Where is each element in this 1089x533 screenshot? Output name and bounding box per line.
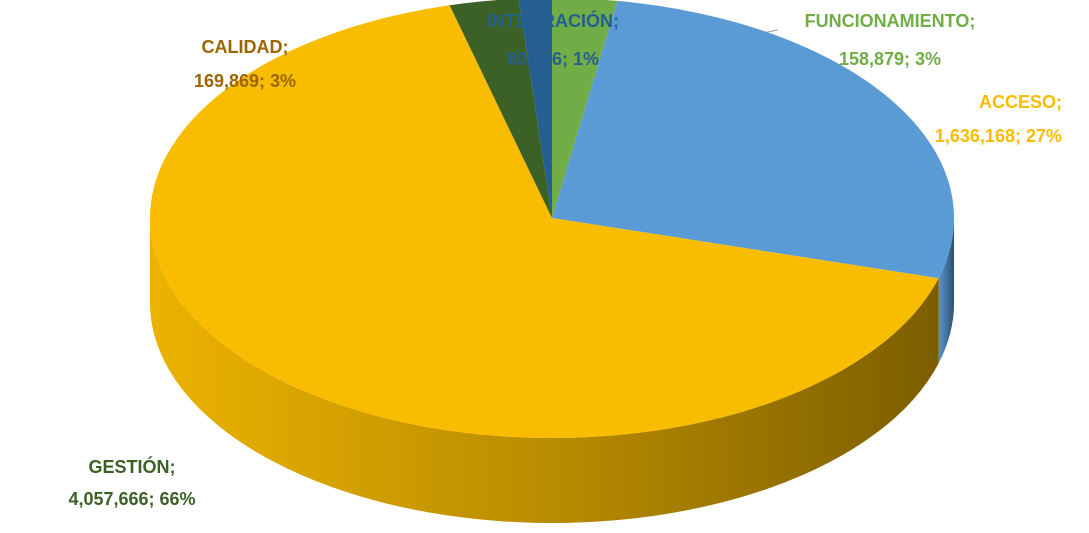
data-label-name: CALIDAD; — [202, 37, 289, 57]
side-shade — [938, 218, 954, 364]
data-label-name: FUNCIONAMIENTO; — [805, 11, 976, 31]
slice — [552, 0, 954, 279]
data-label-value: 1,636,168; 27% — [935, 126, 1062, 146]
side-shade — [150, 218, 939, 523]
data-label-name: ACCESO; — [979, 92, 1062, 112]
slice — [552, 0, 618, 218]
data-label-value: 80,266; 1% — [507, 49, 599, 69]
data-label-name: GESTIÓN; — [88, 456, 175, 477]
data-label-value: 169,869; 3% — [194, 71, 296, 91]
slice — [449, 0, 552, 218]
data-label-name: INTEGRACIÓN; — [487, 10, 619, 31]
slice — [149, 5, 939, 439]
data-label-value: 158,879; 3% — [839, 49, 941, 69]
slice — [519, 0, 552, 218]
data-label-value: 4,057,666; 66% — [68, 489, 195, 509]
